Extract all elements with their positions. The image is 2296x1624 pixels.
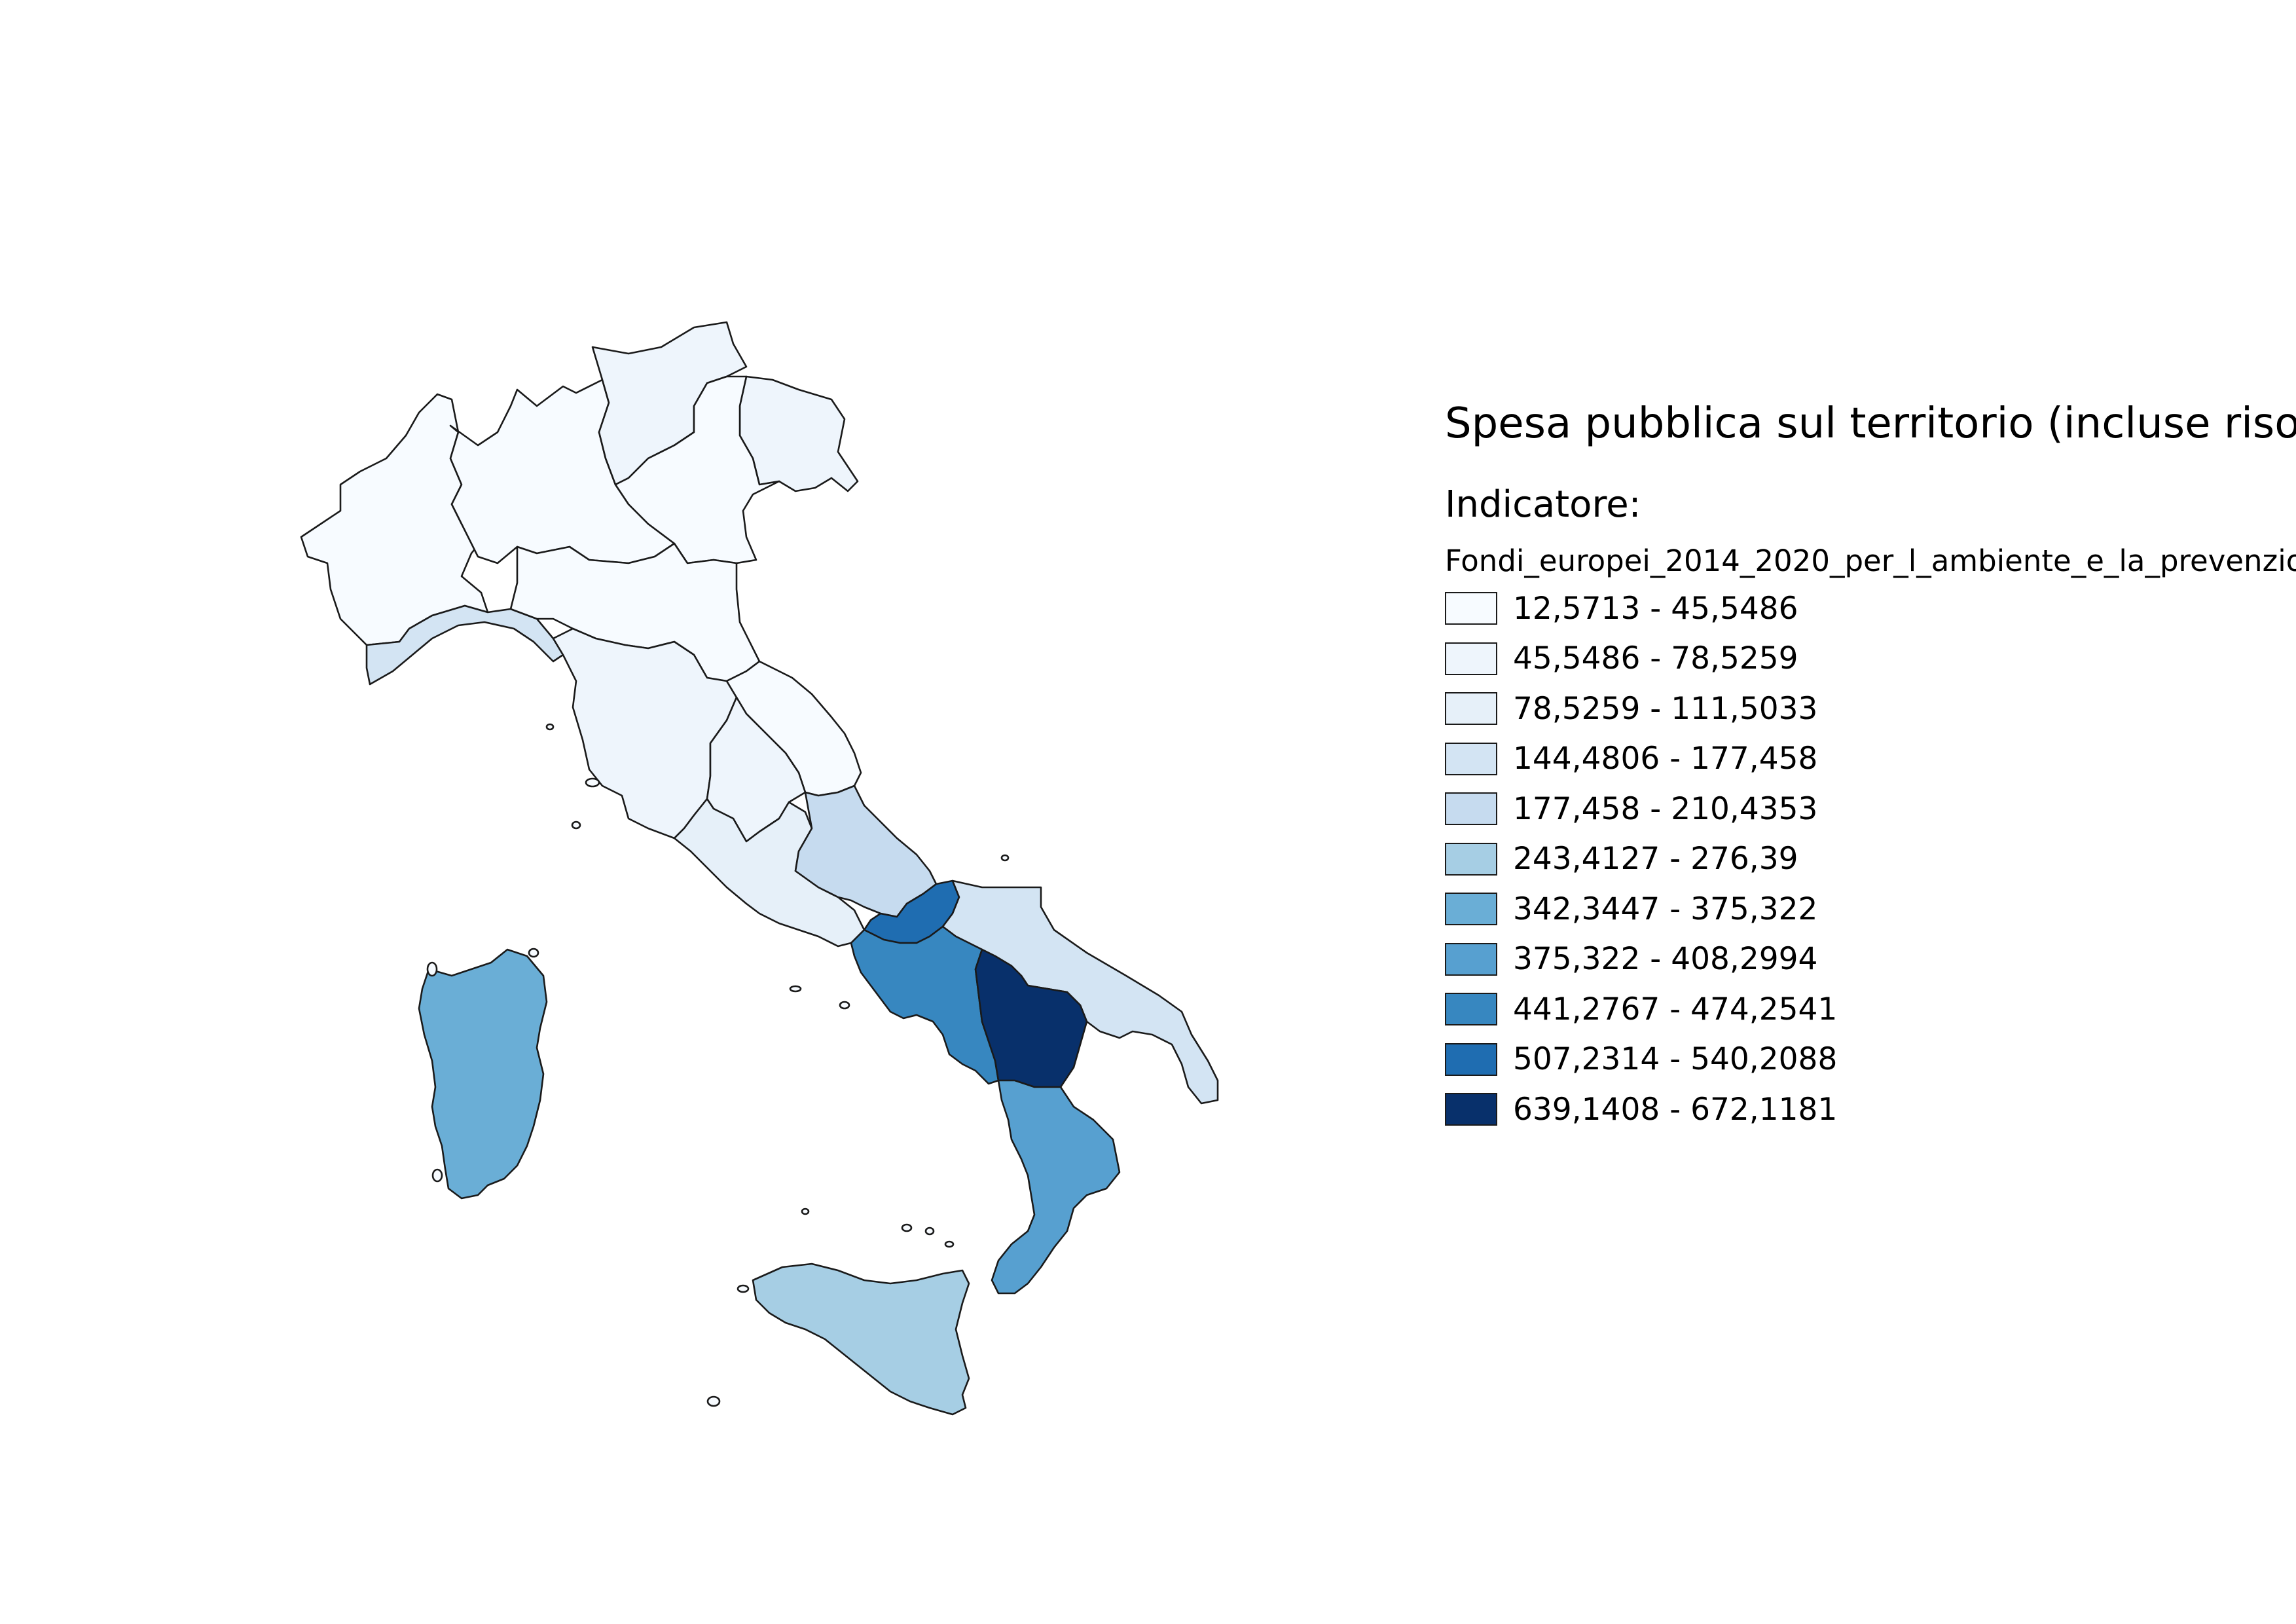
- legend-label: 639,1408 - 672,1181: [1513, 1091, 1838, 1128]
- island-capraia: [545, 723, 555, 731]
- legend-swatch: [1445, 1043, 1497, 1076]
- island-maddalena: [528, 948, 539, 958]
- legend-label: 45,5486 - 78,5259: [1513, 640, 1798, 676]
- legend-swatch: [1445, 893, 1497, 925]
- region-campania[interactable]: [850, 925, 1000, 1085]
- legend-label: 243,4127 - 276,39: [1513, 841, 1798, 877]
- region-veneto[interactable]: [614, 375, 780, 564]
- legend-item: 441,2767 - 474,2541: [1445, 991, 1838, 1027]
- island-eolie-2: [924, 1227, 935, 1236]
- legend-label: 144,4806 - 177,458: [1513, 741, 1818, 777]
- legend-item: 375,322 - 408,2994: [1445, 941, 1818, 977]
- legend-item: 342,3447 - 375,322: [1445, 891, 1818, 927]
- island-asinara: [426, 961, 438, 977]
- island-egadi: [737, 1284, 750, 1293]
- island-tremiti: [1000, 854, 1010, 862]
- legend-item: 507,2314 - 540,2088: [1445, 1041, 1838, 1077]
- legend-heading: Indicatore:: [1445, 483, 1641, 526]
- legend-label: 177,458 - 210,4353: [1513, 790, 1818, 827]
- region-calabria[interactable]: [991, 1079, 1121, 1295]
- island-pantelleria: [706, 1395, 721, 1407]
- island-ponza: [789, 985, 802, 993]
- small-islands: [426, 723, 1010, 1407]
- legend-swatch: [1445, 842, 1497, 876]
- legend-item: 78,5259 - 111,5033: [1445, 690, 1818, 727]
- region-sicilia[interactable]: [752, 1263, 970, 1416]
- legend-swatch: [1445, 1093, 1497, 1126]
- legend-item: 12,5713 - 45,5486: [1445, 590, 1798, 627]
- legend-swatch: [1445, 592, 1497, 625]
- legend-swatch: [1445, 692, 1497, 725]
- legend-swatch: [1445, 942, 1497, 976]
- island-ustica: [801, 1208, 810, 1215]
- legend-item: 177,458 - 210,4353: [1445, 790, 1818, 827]
- legend-item: 243,4127 - 276,39: [1445, 841, 1798, 877]
- legend-label: 342,3447 - 375,322: [1513, 891, 1818, 927]
- legend-field-name: Fondi_europei_2014_2020_per_l_ambiente_e…: [1445, 544, 2296, 578]
- island-elba: [585, 777, 600, 788]
- island-eolie-1: [901, 1223, 913, 1232]
- legend-swatch: [1445, 742, 1497, 775]
- legend-label: 12,5713 - 45,5486: [1513, 590, 1798, 627]
- island-giglio: [571, 821, 581, 830]
- island-ischia: [839, 1001, 850, 1010]
- legend-label: 375,322 - 408,2994: [1513, 941, 1818, 977]
- legend-label: 507,2314 - 540,2088: [1513, 1041, 1838, 1077]
- region-liguria[interactable]: [365, 604, 564, 686]
- island-eolie-3: [944, 1240, 955, 1248]
- map-title: Spesa pubblica sul territorio (incluse r…: [1445, 399, 2296, 448]
- legend-item: 144,4806 - 177,458: [1445, 741, 1818, 777]
- region-basilicata[interactable]: [974, 948, 1088, 1088]
- legend-item: 45,5486 - 78,5259: [1445, 640, 1798, 676]
- legend-swatch: [1445, 993, 1497, 1025]
- legend-label: 441,2767 - 474,2541: [1513, 991, 1838, 1027]
- legend-label: 78,5259 - 111,5033: [1513, 690, 1818, 727]
- region-sardegna[interactable]: [418, 948, 548, 1200]
- legend-item: 639,1408 - 672,1181: [1445, 1091, 1838, 1128]
- legend-swatch: [1445, 642, 1497, 675]
- island-san-pietro: [431, 1168, 443, 1183]
- legend-swatch: [1445, 792, 1497, 825]
